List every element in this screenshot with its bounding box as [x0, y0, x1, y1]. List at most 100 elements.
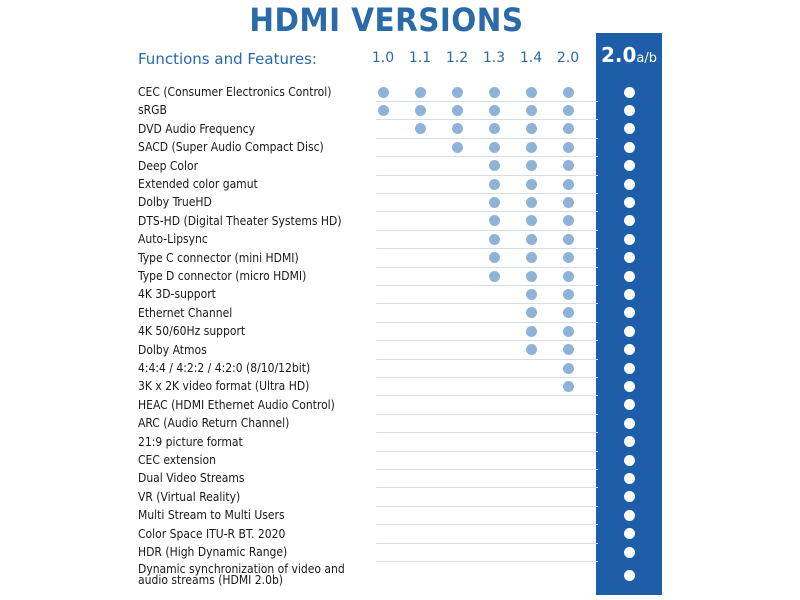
support-dot: [623, 399, 635, 411]
feature-label: ARC (Audio Return Channel): [138, 416, 290, 431]
support-dot: [525, 123, 537, 135]
row-divider: [376, 119, 598, 121]
support-dot: [488, 270, 500, 282]
support-dot: [525, 344, 537, 356]
support-dot: [562, 252, 574, 264]
highlight-version-label: 2.0a/b: [596, 40, 662, 74]
feature-label: Dynamic synchronization of video and aud…: [138, 562, 345, 588]
support-dot: [562, 362, 574, 374]
row-divider: [376, 524, 598, 526]
row-divider: [376, 101, 598, 102]
row-divider: [376, 561, 598, 562]
feature-label: Color Space ITU-R BT. 2020: [138, 526, 286, 541]
support-dot: [414, 104, 426, 116]
support-dot: [562, 233, 574, 245]
support-dot: [525, 307, 537, 319]
row-divider: [376, 487, 598, 489]
feature-label: Dual Video Streams: [138, 471, 245, 486]
support-dot: [562, 141, 574, 153]
row-divider: [376, 285, 598, 286]
version-label-1-3: 1.3: [482, 50, 506, 66]
row-divider: [376, 395, 598, 397]
feature-label: Type C connector (mini HDMI): [138, 250, 299, 265]
feature-label: 21:9 picture format: [138, 434, 243, 449]
support-dot: [488, 252, 500, 264]
row-divider: [376, 377, 598, 378]
support-dot: [562, 307, 574, 319]
feature-label: Auto-Lipsync: [138, 232, 208, 247]
support-dot: [623, 546, 635, 558]
version-label-2-0: 2.0: [556, 50, 580, 66]
support-dot: [623, 472, 635, 484]
support-dot: [562, 123, 574, 135]
support-dot: [562, 270, 574, 282]
support-dot: [525, 196, 537, 208]
version-label-1-4: 1.4: [519, 50, 543, 66]
support-dot: [451, 123, 463, 135]
support-dot: [414, 123, 426, 135]
feature-label: HEAC (HDMI Ethernet Audio Control): [138, 397, 335, 412]
support-dot: [562, 288, 574, 300]
support-dot: [525, 325, 537, 337]
support-dot: [525, 270, 537, 282]
support-dot: [623, 288, 635, 300]
support-dot: [414, 86, 426, 98]
feature-label: Dolby TrueHD: [138, 195, 212, 210]
feature-label: 4K 3D-support: [138, 287, 216, 302]
support-dot: [488, 196, 500, 208]
row-divider: [376, 303, 598, 305]
support-dot: [623, 325, 635, 337]
feature-label: HDR (High Dynamic Range): [138, 545, 288, 559]
support-dot: [451, 104, 463, 116]
row-divider: [376, 413, 598, 415]
support-dot: [562, 178, 574, 190]
feature-label: CEC (Consumer Electronics Control): [138, 85, 332, 99]
feature-label: Dolby Atmos: [138, 342, 207, 357]
row-divider: [376, 248, 598, 250]
row-divider: [376, 469, 598, 470]
feature-label: CEC extension: [138, 453, 216, 467]
feature-label: Extended color gamut: [138, 177, 258, 191]
support-dot: [623, 270, 635, 282]
support-dot: [623, 178, 635, 190]
support-dot: [623, 344, 635, 356]
support-dot: [623, 362, 635, 374]
support-dot: [623, 141, 635, 153]
support-dot: [623, 417, 635, 429]
feature-label: Ethernet Channel: [138, 305, 233, 320]
support-dot: [623, 436, 635, 448]
support-dot: [525, 233, 537, 245]
feature-label: Deep Color: [138, 158, 199, 173]
row-divider: [376, 229, 598, 231]
row-divider: [376, 174, 598, 176]
support-dot: [525, 215, 537, 227]
support-dot: [488, 104, 500, 116]
version-label-1-0: 1.0: [371, 50, 395, 66]
support-dot: [488, 215, 500, 227]
row-divider: [376, 340, 598, 342]
version-label-1-1: 1.1: [408, 50, 432, 66]
support-dot: [562, 196, 574, 208]
row-divider: [376, 542, 598, 544]
support-dot: [623, 104, 635, 116]
feature-label: 3K x 2K video format (Ultra HD): [138, 379, 310, 394]
row-divider: [376, 450, 598, 452]
support-dot: [623, 380, 635, 392]
support-dot: [623, 509, 635, 521]
support-dot: [623, 196, 635, 208]
support-dot: [562, 160, 574, 172]
row-divider: [376, 156, 598, 158]
feature-label: DVD Audio Frequency: [138, 121, 256, 136]
feature-label: SACD (Super Audio Compact Disc): [138, 140, 324, 155]
version-label-1-2: 1.2: [445, 50, 469, 66]
support-dot: [562, 325, 574, 337]
support-dot: [623, 160, 635, 172]
row-divider: [376, 211, 598, 213]
row-divider: [376, 137, 598, 139]
support-dot: [623, 123, 635, 135]
support-dot: [377, 86, 389, 98]
feature-label: Multi Stream to Multi Users: [138, 508, 285, 523]
support-dot: [562, 104, 574, 116]
feature-label: sRGB: [138, 103, 167, 118]
support-dot: [525, 104, 537, 116]
